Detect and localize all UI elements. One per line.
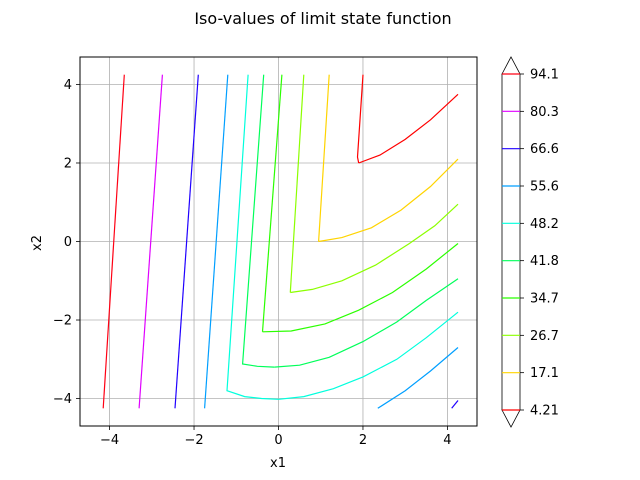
- x-tick-label: −4: [100, 433, 119, 448]
- contour-line-80.3: [138, 74, 163, 409]
- contour-line-26.7: [290, 203, 459, 294]
- y-tick-label: 2: [64, 156, 72, 171]
- contour-line-17.1: [318, 158, 459, 243]
- contour-lines: [102, 74, 459, 409]
- contour-line-4.21: [356, 74, 364, 164]
- colorbar-tick-label: 17.1: [530, 366, 559, 381]
- contour-line-48.2: [226, 74, 279, 400]
- contour-line-41.8: [274, 278, 459, 368]
- contour-line-48.2: [278, 311, 459, 400]
- contour-line-4.21: [358, 93, 459, 164]
- y-tick-label: −4: [53, 392, 72, 407]
- x-tick-label: −2: [184, 433, 203, 448]
- y-tick-label: −2: [53, 314, 72, 329]
- contour-line-66.6: [451, 400, 459, 409]
- contour-line-26.7: [289, 74, 305, 293]
- y-tick-label: 4: [64, 78, 72, 93]
- colorbar-extend-min: [501, 409, 521, 428]
- colorbar-tick-label: 41.8: [530, 254, 559, 269]
- contour-line-17.1: [318, 74, 330, 242]
- contour-line-94.1: [102, 74, 125, 409]
- contour-line-34.7: [262, 243, 459, 333]
- x-tick-label: 4: [443, 433, 451, 448]
- contour-line-66.6: [174, 74, 199, 409]
- contour-line-55.6: [204, 74, 229, 409]
- x-axis-ticks: −4 −2 0 2 4: [100, 426, 452, 448]
- chart-title: Iso-values of limit state function: [194, 9, 451, 28]
- colorbar-tick-label: 55.6: [530, 180, 559, 195]
- colorbar-tick-label: 48.2: [530, 217, 559, 232]
- colorbar-tick-label: 94.1: [530, 68, 559, 83]
- x-axis-label: x1: [270, 456, 286, 471]
- contour-line-55.6: [377, 347, 459, 409]
- colorbar-extend-max: [501, 56, 521, 75]
- colorbar-tick-label: 80.3: [530, 105, 559, 120]
- colorbar-tick-label: 26.7: [530, 329, 559, 344]
- y-tick-label: 0: [64, 235, 72, 250]
- contour-line-41.8: [241, 74, 275, 368]
- colorbar-frame: [501, 73, 521, 411]
- y-axis-label: x2: [30, 235, 45, 251]
- colorbar-tick-label: 34.7: [530, 292, 559, 307]
- x-tick-label: 2: [359, 433, 367, 448]
- colorbar-tick-label: 66.6: [530, 142, 559, 157]
- x-tick-label: 0: [274, 433, 282, 448]
- contour-line-34.7: [261, 74, 283, 332]
- colorbar-tick-label: 4.21: [530, 404, 559, 419]
- y-axis-ticks: −4 −2 0 2 4: [53, 78, 80, 407]
- colorbar: 4.21 17.1 26.7 34.7 41.8 48.2 55.6 66.6 80.3 94.1: [501, 56, 559, 428]
